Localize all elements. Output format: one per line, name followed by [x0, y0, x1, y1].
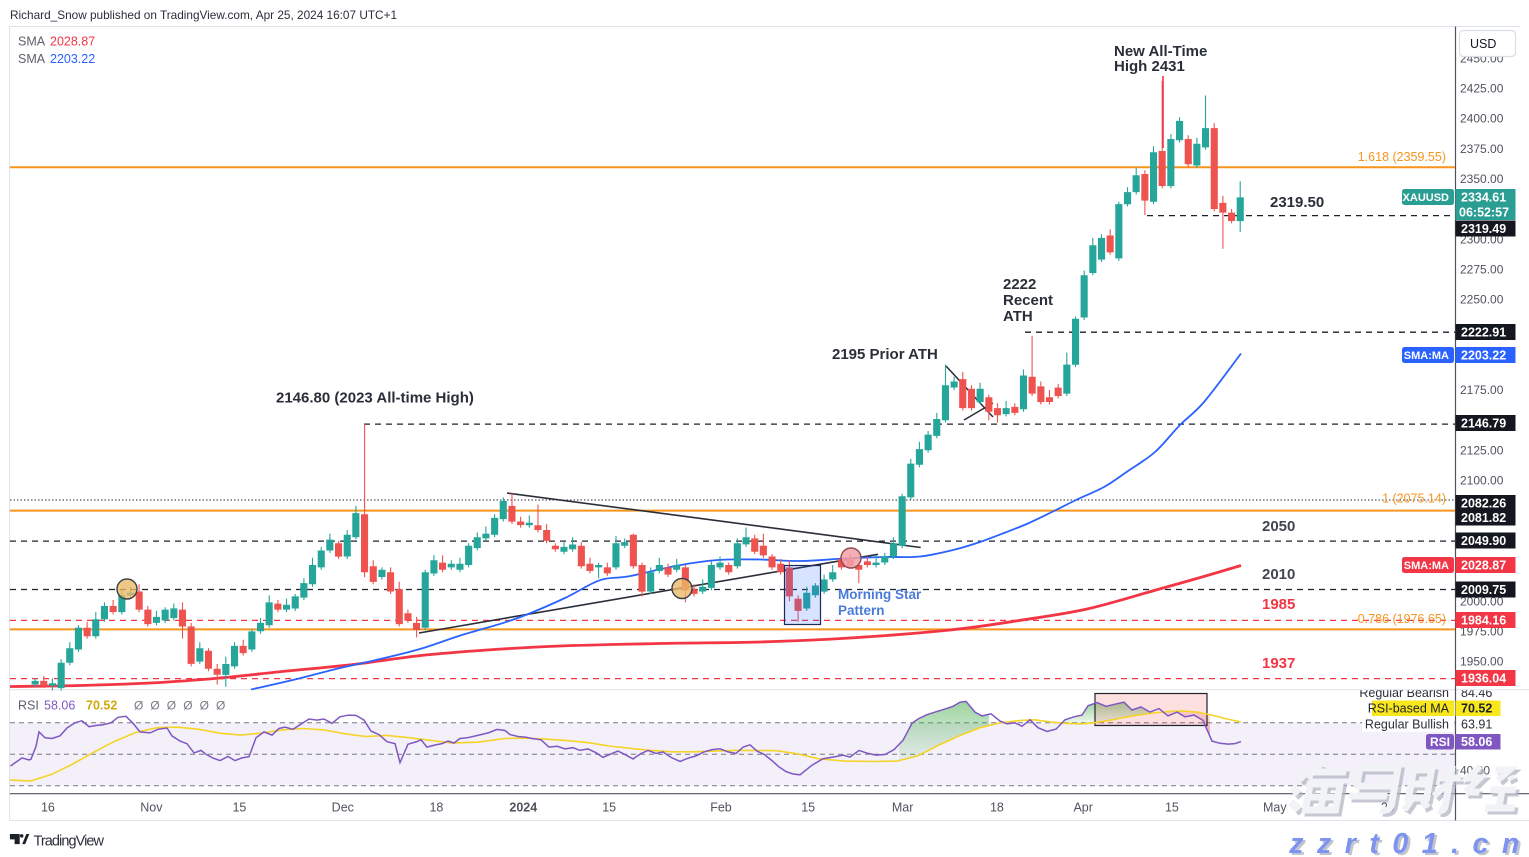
svg-text:16: 16	[41, 801, 55, 815]
svg-text:1936.04: 1936.04	[1461, 671, 1506, 685]
svg-text:Ø: Ø	[216, 699, 225, 713]
svg-text:1985: 1985	[1262, 596, 1295, 613]
svg-text:High 2431: High 2431	[1114, 58, 1185, 75]
svg-text:2050: 2050	[1262, 518, 1295, 535]
svg-text:SMA:MA: SMA:MA	[1404, 560, 1449, 572]
svg-text:2319.49: 2319.49	[1461, 222, 1506, 236]
svg-text:May: May	[1263, 801, 1287, 815]
svg-text:1984.16: 1984.16	[1461, 613, 1506, 627]
svg-text:Ø: Ø	[200, 699, 209, 713]
svg-text:SMA: SMA	[18, 52, 46, 66]
svg-text:1.618 (2359.55): 1.618 (2359.55)	[1358, 150, 1446, 164]
svg-text:18: 18	[990, 801, 1004, 815]
svg-text:2203.22: 2203.22	[50, 52, 95, 66]
svg-text:70.52: 70.52	[86, 699, 117, 713]
svg-text:RSI: RSI	[1430, 735, 1450, 749]
svg-text:TradingView: TradingView	[34, 833, 105, 849]
svg-text:Regular Bullish: Regular Bullish	[1365, 717, 1449, 731]
svg-text:2195 Prior ATH: 2195 Prior ATH	[832, 346, 938, 363]
svg-text:2049.90: 2049.90	[1461, 534, 1506, 548]
svg-text:2334.61: 2334.61	[1461, 191, 1506, 205]
svg-text:1937: 1937	[1262, 655, 1295, 672]
svg-text:RSI: RSI	[18, 699, 39, 713]
svg-text:1950.00: 1950.00	[1460, 655, 1504, 669]
svg-text:2146.79: 2146.79	[1461, 416, 1506, 430]
svg-text:2275.00: 2275.00	[1460, 263, 1504, 277]
svg-text:70.52: 70.52	[1461, 702, 1492, 716]
svg-text:58.06: 58.06	[44, 699, 75, 713]
svg-text:2000.00: 2000.00	[1460, 594, 1504, 608]
svg-text:2024: 2024	[509, 801, 537, 815]
svg-text:15: 15	[602, 801, 616, 815]
svg-text:USD: USD	[1470, 37, 1496, 51]
svg-text:2082.26: 2082.26	[1461, 496, 1506, 510]
svg-text:2081.82: 2081.82	[1461, 511, 1506, 525]
svg-text:58.06: 58.06	[1461, 735, 1492, 749]
svg-text:SMA:MA: SMA:MA	[1404, 350, 1449, 362]
svg-text:2350.00: 2350.00	[1460, 172, 1504, 186]
svg-text:Richard_Snow published on Trad: Richard_Snow published on TradingView.co…	[10, 8, 397, 22]
svg-text:Nov: Nov	[140, 801, 163, 815]
svg-text:15: 15	[801, 801, 815, 815]
svg-text:2009.75: 2009.75	[1461, 583, 1506, 597]
svg-text:2319.50: 2319.50	[1270, 194, 1324, 211]
svg-text:Mar: Mar	[892, 801, 914, 815]
svg-text:2028.87: 2028.87	[1461, 558, 1506, 572]
svg-text:Ø: Ø	[150, 699, 159, 713]
svg-text:Regular Bearish: Regular Bearish	[1359, 686, 1449, 700]
svg-text:RSI-based MA: RSI-based MA	[1368, 702, 1450, 716]
svg-text:1975.00: 1975.00	[1460, 625, 1504, 639]
svg-text:2175.00: 2175.00	[1460, 383, 1504, 397]
svg-text:Recent: Recent	[1003, 292, 1053, 309]
svg-text:2222: 2222	[1003, 276, 1036, 293]
svg-text:2010: 2010	[1262, 566, 1295, 583]
svg-text:Pattern: Pattern	[838, 603, 885, 618]
svg-text:2375.00: 2375.00	[1460, 142, 1504, 156]
svg-text:Ø: Ø	[167, 699, 176, 713]
svg-text:2146.80 (2023 All-time High): 2146.80 (2023 All-time High)	[276, 390, 474, 407]
svg-text:ATH: ATH	[1003, 308, 1033, 325]
svg-text:15: 15	[1165, 801, 1179, 815]
svg-text:Morning Star: Morning Star	[838, 587, 922, 602]
svg-text:zzrt01.cn: zzrt01.cn	[1291, 830, 1529, 857]
svg-text:zzrt01.cn: zzrt01.cn	[1288, 828, 1529, 857]
svg-text:2400.00: 2400.00	[1460, 112, 1504, 126]
svg-text:2028.87: 2028.87	[50, 35, 95, 49]
svg-text:Ø: Ø	[134, 699, 143, 713]
svg-text:2100.00: 2100.00	[1460, 474, 1504, 488]
svg-text:15: 15	[232, 801, 246, 815]
svg-text:Apr: Apr	[1073, 801, 1092, 815]
svg-text:2125.00: 2125.00	[1460, 444, 1504, 458]
svg-text:84.46: 84.46	[1461, 686, 1492, 700]
svg-text:06:52:57: 06:52:57	[1459, 206, 1509, 220]
svg-text:New All-Time: New All-Time	[1114, 43, 1207, 60]
svg-text:2425.00: 2425.00	[1460, 81, 1504, 95]
svg-text:Feb: Feb	[710, 801, 732, 815]
svg-text:63.91: 63.91	[1461, 717, 1492, 731]
svg-text:1 (2075.14): 1 (2075.14)	[1382, 492, 1446, 506]
svg-text:2203.22: 2203.22	[1461, 348, 1506, 362]
svg-text:2250.00: 2250.00	[1460, 293, 1504, 307]
svg-text:2222.91: 2222.91	[1461, 325, 1506, 339]
svg-text:XAUUSD: XAUUSD	[1403, 192, 1450, 204]
svg-text:SMA: SMA	[18, 35, 46, 49]
svg-text:Ø: Ø	[183, 699, 192, 713]
svg-text:18: 18	[429, 801, 443, 815]
svg-text:0.786 (1976.65): 0.786 (1976.65)	[1358, 612, 1446, 626]
svg-text:Dec: Dec	[332, 801, 354, 815]
